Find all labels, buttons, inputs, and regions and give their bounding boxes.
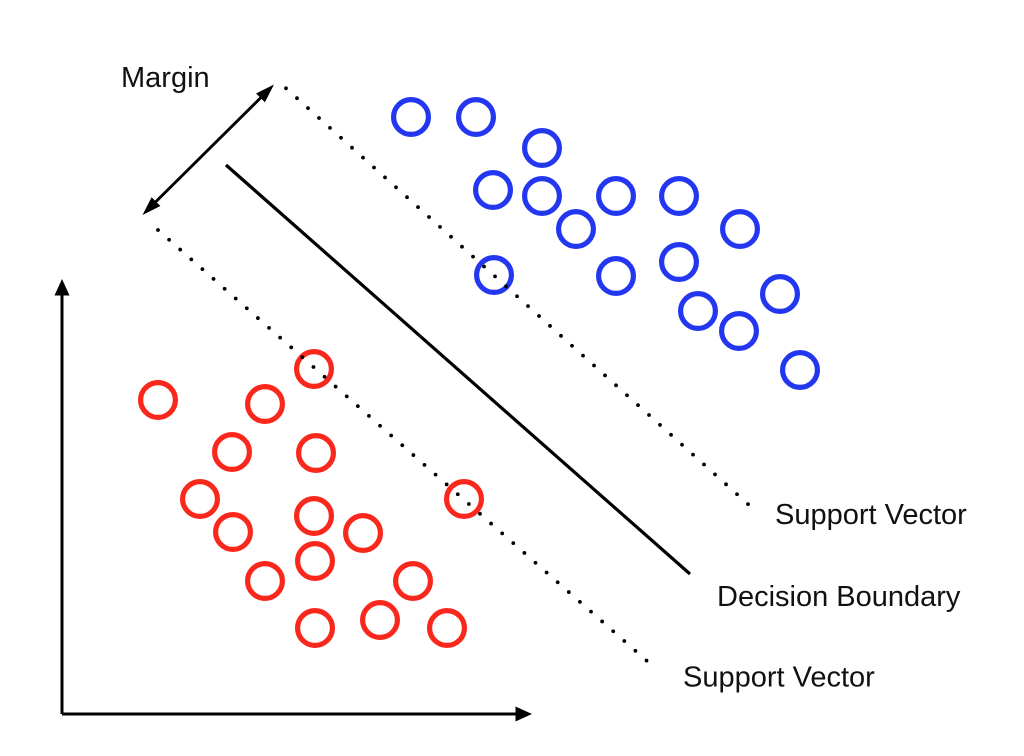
svg-text:Margin: Margin: [121, 62, 210, 94]
svg-text:Decision Boundary: Decision Boundary: [717, 581, 961, 613]
svg-text:Support Vector: Support Vector: [683, 662, 875, 694]
svg-text:Support Vector: Support Vector: [775, 499, 967, 531]
